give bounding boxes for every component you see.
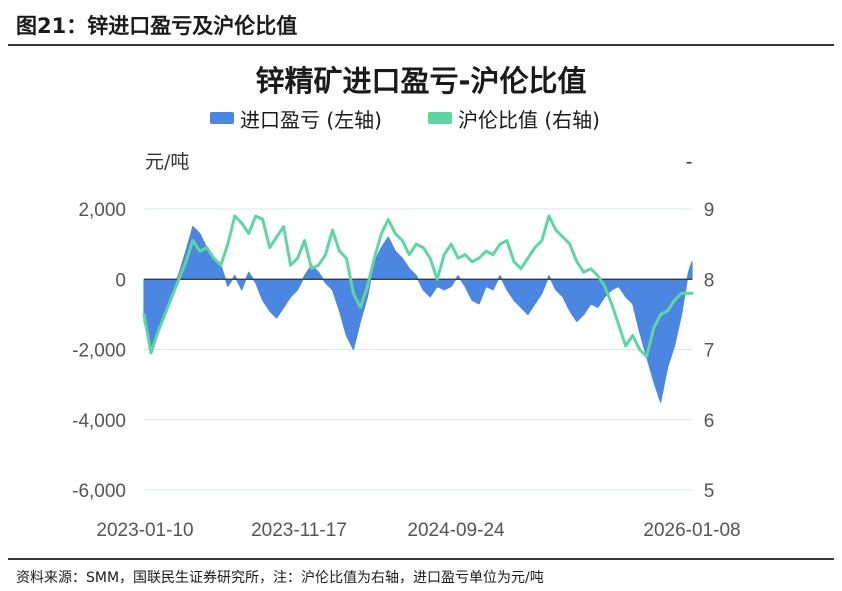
bottom-rule — [8, 558, 834, 560]
left-axis-tick-label: -2,000 — [72, 341, 126, 362]
right-axis-tick-label: 9 — [704, 200, 715, 221]
left-axis-tick-label: -6,000 — [72, 481, 126, 502]
left-axis-ticks: 2,000 0 -2,000 -4,000 -6,000 — [72, 200, 126, 502]
source-note: 资料来源：SMM，国联民生证券研究所，注：沪伦比值为右轴，进口盈亏单位为元/吨 — [16, 570, 544, 586]
x-axis-tick-label: 2026-01-08 — [643, 520, 740, 541]
top-rule — [8, 44, 834, 46]
grid — [144, 208, 692, 491]
chart-title: 锌精矿进口盈亏-沪伦比值 — [255, 64, 586, 98]
left-axis-tick-label: -4,000 — [72, 411, 126, 432]
ratio-line — [142, 214, 694, 358]
ratio-series — [142, 214, 694, 358]
right-axis-tick-label: 8 — [704, 270, 715, 291]
legend: 进口盈亏 (左轴) 沪伦比值 (右轴) — [210, 108, 600, 132]
legend-profit-swatch — [210, 112, 234, 124]
chart: 锌精矿进口盈亏-沪伦比值 进口盈亏 (左轴) 沪伦比值 (右轴) 元/吨 - 2… — [72, 64, 740, 541]
x-axis-tick-label: 2023-11-17 — [251, 520, 347, 541]
legend-profit-label: 进口盈亏 (左轴) — [240, 108, 382, 132]
left-axis-tick-label: 0 — [115, 270, 126, 291]
legend-ratio-swatch — [428, 112, 452, 124]
left-axis-tick-label: 2,000 — [78, 200, 126, 221]
right-axis-unit: - — [686, 151, 693, 173]
right-axis-tick-label: 6 — [704, 411, 715, 432]
left-axis-unit: 元/吨 — [145, 151, 189, 173]
legend-ratio-label: 沪伦比值 (右轴) — [458, 108, 600, 132]
x-axis-tick-label: 2023-01-10 — [96, 520, 193, 541]
figure-label: 图21：锌进口盈亏及沪伦比值 — [16, 14, 298, 38]
right-axis-tick-label: 5 — [704, 481, 715, 502]
right-axis-tick-label: 7 — [704, 341, 715, 362]
right-axis-ticks: 9 8 7 6 5 — [704, 200, 715, 502]
x-axis-tick-label: 2024-09-24 — [407, 520, 505, 541]
x-axis-ticks: 2023-01-10 2023-11-17 2024-09-24 2026-01-08 — [96, 520, 740, 541]
